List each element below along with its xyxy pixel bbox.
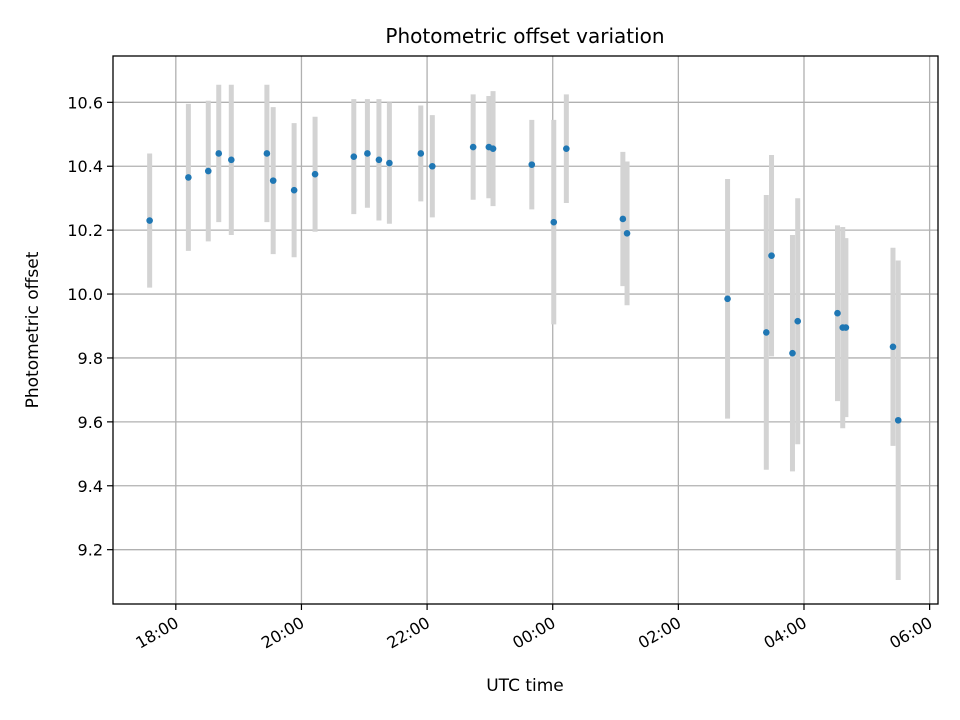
data-points bbox=[146, 143, 902, 424]
data-point bbox=[417, 150, 425, 157]
data-point bbox=[619, 215, 627, 223]
data-point bbox=[563, 145, 570, 152]
x-tick-label: 18:00 bbox=[132, 613, 181, 653]
x-tick-label: 22:00 bbox=[384, 613, 433, 653]
data-point bbox=[269, 177, 277, 184]
data-point bbox=[762, 329, 770, 336]
data-point bbox=[290, 186, 298, 194]
data-point bbox=[724, 295, 731, 303]
data-point bbox=[364, 150, 371, 157]
y-tick-label: 10.2 bbox=[67, 221, 103, 240]
x-tick-label: 02:00 bbox=[635, 613, 684, 653]
y-tick-label: 10.0 bbox=[67, 285, 103, 304]
data-point bbox=[623, 230, 631, 237]
data-point bbox=[386, 159, 393, 167]
data-point bbox=[889, 343, 897, 351]
y-axis-label: Photometric offset bbox=[23, 251, 43, 408]
axis-ticks: 9.2 9.4 9.6 9.8 10.0 10.2 10.4 10.6 18:00 20:00 22… bbox=[67, 93, 935, 652]
y-tick-label: 10.4 bbox=[67, 157, 103, 176]
x-tick-label: 06:00 bbox=[886, 613, 935, 653]
data-point bbox=[894, 416, 902, 424]
y-tick-label: 10.6 bbox=[67, 93, 103, 112]
error-bars bbox=[147, 84, 901, 581]
data-point bbox=[469, 143, 477, 151]
data-point bbox=[311, 170, 319, 178]
data-point bbox=[215, 150, 223, 157]
data-point bbox=[204, 167, 212, 175]
y-tick-label: 9.6 bbox=[78, 413, 103, 432]
x-tick-label: 00:00 bbox=[509, 613, 558, 653]
plot-frame bbox=[112, 55, 939, 605]
data-point bbox=[768, 252, 775, 260]
data-point bbox=[146, 217, 153, 224]
data-point bbox=[185, 174, 192, 181]
data-point bbox=[794, 317, 802, 325]
data-point bbox=[834, 309, 841, 317]
data-point bbox=[263, 150, 271, 157]
x-tick-label: 04:00 bbox=[761, 613, 810, 653]
y-tick-label: 9.8 bbox=[78, 349, 103, 368]
data-point bbox=[489, 145, 497, 152]
x-axis-label: UTC time bbox=[486, 676, 564, 696]
data-point bbox=[350, 153, 358, 160]
y-tick-label: 9.4 bbox=[78, 477, 103, 496]
data-point bbox=[228, 156, 235, 164]
data-point bbox=[375, 156, 383, 164]
chart-title: Photometric offset variation bbox=[385, 24, 664, 48]
data-point bbox=[429, 162, 436, 170]
data-point bbox=[842, 324, 850, 331]
grid bbox=[113, 56, 938, 604]
x-tick-label: 20:00 bbox=[258, 613, 307, 653]
y-tick-label: 9.2 bbox=[78, 541, 103, 560]
data-point bbox=[789, 349, 796, 357]
data-point bbox=[550, 218, 558, 226]
data-point bbox=[528, 161, 536, 168]
